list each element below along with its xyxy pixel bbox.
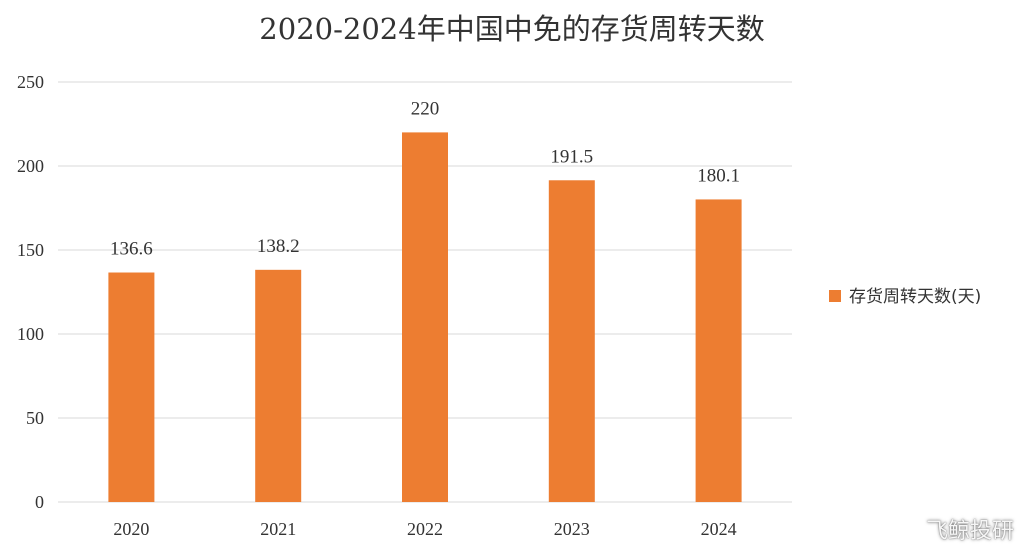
data-label-2021: 138.2 [257, 236, 300, 257]
y-tick-label: 200 [17, 156, 44, 176]
watermark: 飞鲸投研 [896, 513, 1014, 545]
bar-2020 [108, 272, 155, 502]
x-tick-label-2022: 2022 [407, 519, 443, 539]
y-tick-label: 100 [17, 324, 44, 344]
y-axis-ticks: 0 50 100 150 200 250 [17, 72, 44, 512]
x-axis-ticks: 2020 2021 2022 2023 2024 [113, 519, 736, 539]
x-tick-label-2024: 2024 [701, 519, 737, 539]
data-labels: 136.6 138.2 220 191.5 180.1 [110, 98, 740, 259]
bar-2021 [255, 269, 302, 502]
bar-2022 [402, 132, 448, 502]
bar-2024 [695, 199, 742, 502]
y-tick-label: 50 [26, 408, 44, 428]
data-label-2024: 180.1 [697, 165, 740, 186]
x-tick-label-2020: 2020 [113, 519, 149, 539]
bar-2023 [548, 180, 595, 502]
bars [108, 132, 742, 502]
y-tick-label: 150 [17, 240, 44, 260]
data-label-2022: 220 [411, 98, 440, 119]
legend-swatch [829, 290, 841, 302]
watermark-text: 飞鲸投研 [925, 519, 1014, 544]
x-tick-label-2023: 2023 [554, 519, 590, 539]
data-label-2023: 191.5 [550, 146, 593, 167]
legend: 存货周转天数(天) [829, 287, 981, 307]
data-label-2020: 136.6 [110, 239, 153, 260]
y-tick-label: 0 [35, 492, 44, 512]
legend-label: 存货周转天数(天) [849, 287, 981, 307]
x-tick-label-2021: 2021 [260, 519, 296, 539]
weibo-icon [896, 520, 920, 539]
chart-title: 2020-2024年中国中免的存货周转天数 [259, 12, 764, 46]
y-tick-label: 250 [17, 72, 44, 92]
